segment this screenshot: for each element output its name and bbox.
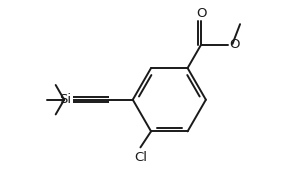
Text: Cl: Cl [134,151,147,164]
Text: Si: Si [59,93,71,106]
Text: O: O [229,38,240,51]
Text: O: O [196,7,206,20]
